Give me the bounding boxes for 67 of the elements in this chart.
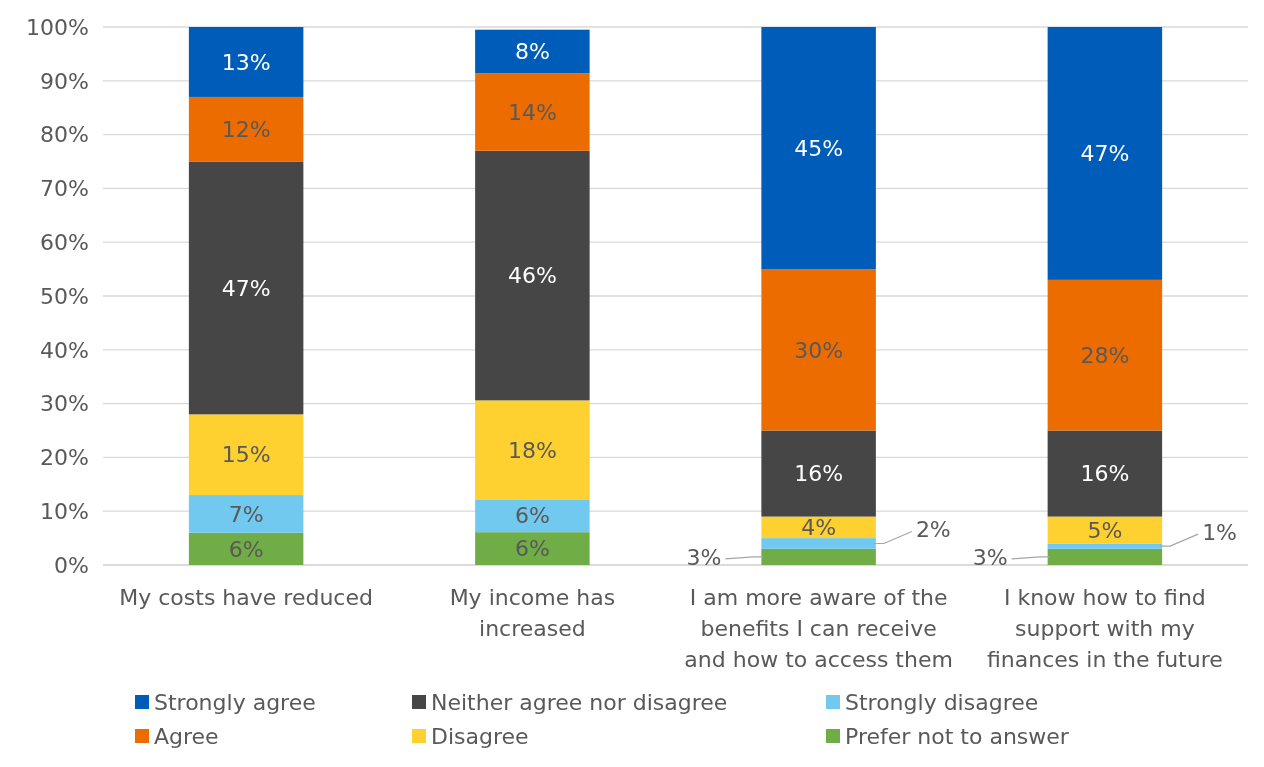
- y-tick-label: 100%: [26, 14, 89, 40]
- bar: [188, 495, 304, 533]
- data-label: 14%: [507, 99, 557, 125]
- data-label: 4%: [801, 515, 837, 541]
- y-tick-label: 70%: [40, 176, 89, 202]
- bar: [1047, 279, 1163, 431]
- y-tick-label: 10%: [40, 498, 89, 524]
- data-label: 18%: [507, 437, 557, 463]
- data-label: 30%: [794, 337, 844, 363]
- x-tick-label: My income has increased: [449, 585, 616, 641]
- bar: [1047, 27, 1163, 280]
- bar: [761, 548, 876, 565]
- y-tick-label: 0%: [54, 552, 89, 578]
- legend-label: Strongly agree: [154, 689, 316, 715]
- y-tick-label: 40%: [40, 337, 89, 363]
- legend-label: Disagree: [431, 723, 529, 749]
- y-tick-label: 50%: [40, 283, 89, 309]
- legend-label: Agree: [154, 723, 219, 749]
- x-tick-label: I am more aware of the benefits I can receive and how to access them: [684, 585, 953, 672]
- bar: [475, 400, 590, 500]
- bar: [475, 29, 590, 74]
- data-label: 2%: [915, 517, 951, 543]
- legend-label: Strongly disagree: [845, 689, 1039, 715]
- data-label: 28%: [1080, 342, 1130, 368]
- bar: [761, 430, 876, 517]
- data-label: 3%: [972, 544, 1008, 570]
- bar: [1047, 543, 1163, 549]
- y-tick-label: 20%: [40, 445, 89, 471]
- legend-label: Prefer not to answer: [845, 723, 1070, 749]
- bar: [188, 161, 304, 415]
- bar: [1047, 548, 1163, 565]
- y-tick-label: 80%: [40, 122, 89, 148]
- legend-label: Neither agree nor disagree: [431, 689, 728, 715]
- y-tick-label: 60%: [40, 229, 89, 255]
- bar: [475, 73, 590, 151]
- y-tick-label: 30%: [40, 391, 89, 417]
- bar: [188, 532, 304, 565]
- x-tick-label: I know how to find support with my finances in the future: [986, 585, 1223, 672]
- data-label: 16%: [794, 461, 844, 487]
- bar: [475, 499, 590, 533]
- data-label: 16%: [1080, 461, 1130, 487]
- data-label: 6%: [514, 503, 550, 529]
- data-label: 7%: [228, 501, 264, 527]
- bar: [188, 414, 304, 496]
- bar: [761, 27, 876, 270]
- data-label: 5%: [1087, 517, 1123, 543]
- data-label: 47%: [221, 275, 271, 301]
- data-label: 1%: [1202, 520, 1238, 546]
- data-label: 46%: [507, 263, 557, 289]
- bar: [475, 532, 590, 565]
- data-label: 6%: [514, 536, 550, 562]
- data-label: 15%: [221, 442, 271, 468]
- bar: [188, 27, 304, 97]
- data-label: 13%: [221, 49, 271, 75]
- x-tick-label: My costs have reduced: [119, 585, 373, 610]
- bar: [1047, 430, 1163, 517]
- data-label: 47%: [1080, 141, 1130, 167]
- bar: [761, 538, 876, 549]
- data-label: 6%: [228, 536, 264, 562]
- data-label: 3%: [686, 544, 722, 570]
- bar: [761, 269, 876, 431]
- data-label: 45%: [794, 135, 844, 161]
- bar: [475, 150, 590, 401]
- data-label: 12%: [221, 116, 271, 142]
- bar: [188, 96, 304, 162]
- y-tick-label: 90%: [40, 68, 89, 94]
- data-label: 8%: [514, 39, 550, 65]
